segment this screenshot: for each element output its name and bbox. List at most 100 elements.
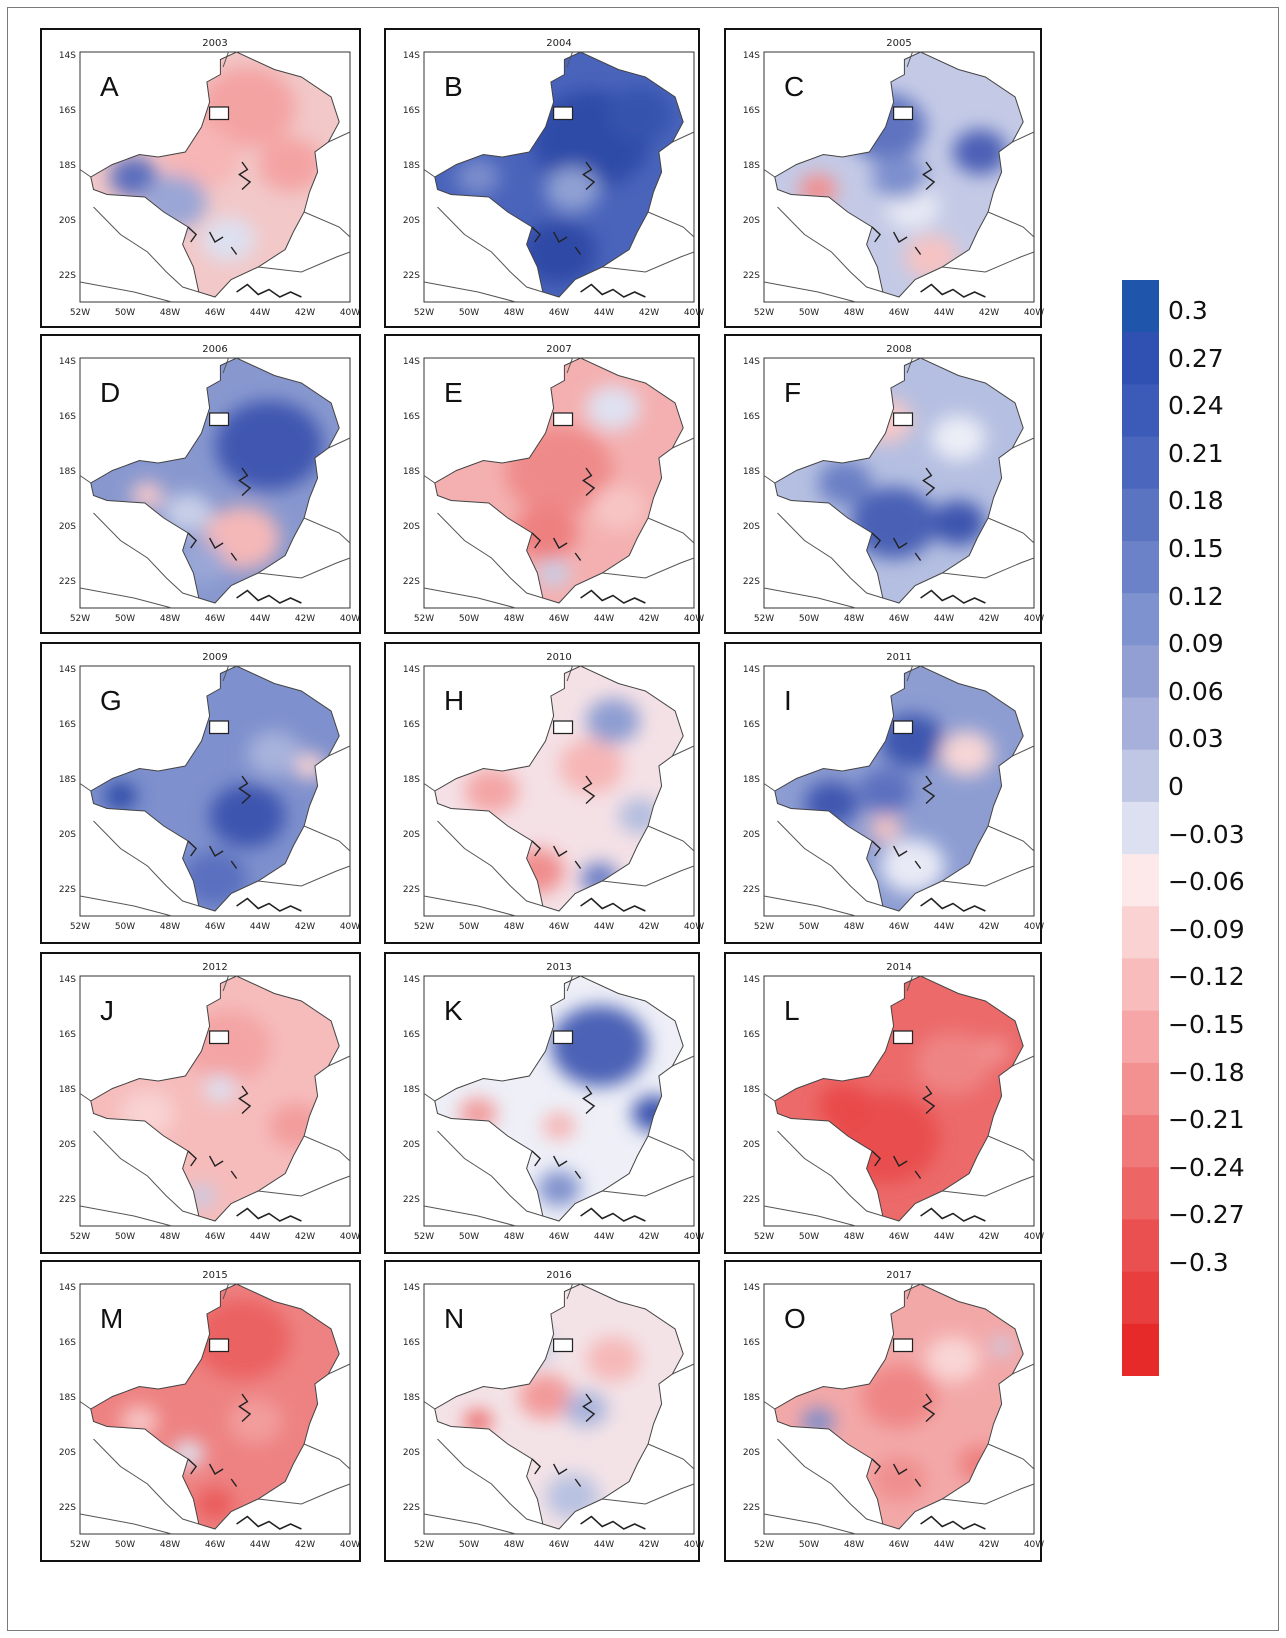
border-line bbox=[93, 512, 199, 599]
reservoir-line bbox=[230, 1170, 238, 1179]
lon-tick-label: 46W bbox=[889, 1232, 909, 1242]
map-svg: 14S 16S 18S 20S 22S 52W 50W 48W 46W 44W 42W 40W 2009… bbox=[59, 652, 360, 932]
reservoir-line bbox=[914, 552, 922, 561]
border-line bbox=[763, 1513, 856, 1535]
lat-tick-label: 22S bbox=[743, 1195, 760, 1205]
district-outline bbox=[893, 1338, 914, 1353]
lat-tick-label: 18S bbox=[403, 1393, 420, 1403]
border-line bbox=[258, 251, 351, 273]
lon-tick-label: 48W bbox=[844, 1232, 864, 1242]
lat-tick-label: 20S bbox=[59, 1448, 76, 1458]
lat-tick-label: 22S bbox=[59, 271, 76, 281]
border-line bbox=[79, 587, 172, 609]
lon-tick-label: 44W bbox=[934, 1540, 954, 1550]
map-panel-d: 14S 16S 18S 20S 22S 52W 50W 48W 46W 44W 42W 40W 2006… bbox=[40, 334, 361, 634]
colorbar-swatch bbox=[1122, 488, 1159, 542]
state-outline bbox=[90, 975, 340, 1222]
map-panel-o: 14S 16S 18S 20S 22S 52W 50W 48W 46W 44W 42W 40W 2017… bbox=[724, 1260, 1044, 1562]
lat-tick-label: 18S bbox=[59, 1085, 76, 1095]
colorbar-swatch bbox=[1122, 280, 1159, 333]
colorbar-tick-label: −0.03 bbox=[1168, 819, 1245, 849]
lat-tick-label: 16S bbox=[743, 720, 760, 730]
lon-tick-label: 46W bbox=[205, 1232, 225, 1242]
border-line bbox=[763, 1401, 776, 1410]
border-line bbox=[647, 1443, 695, 1470]
lon-tick-label: 46W bbox=[889, 308, 909, 318]
anomaly-blob bbox=[872, 1456, 926, 1502]
lon-tick-label: 50W bbox=[799, 308, 819, 318]
lon-tick-label: 46W bbox=[205, 308, 225, 318]
lon-tick-label: 44W bbox=[250, 1540, 270, 1550]
district-outline bbox=[553, 1030, 574, 1045]
border-line bbox=[79, 475, 92, 484]
lon-tick-label: 48W bbox=[844, 922, 864, 932]
reservoir-line bbox=[574, 246, 582, 255]
border-line bbox=[423, 1401, 436, 1410]
lat-tick-label: 18S bbox=[743, 467, 760, 477]
lat-tick-label: 20S bbox=[743, 522, 760, 532]
lat-tick-label: 22S bbox=[59, 577, 76, 587]
lat-tick-label: 16S bbox=[59, 1338, 76, 1348]
lat-tick-label: 18S bbox=[403, 467, 420, 477]
reservoir-line bbox=[552, 1463, 568, 1475]
lat-tick-label: 16S bbox=[743, 412, 760, 422]
colorbar-swatch bbox=[1122, 854, 1159, 907]
border-line bbox=[303, 825, 351, 852]
lon-tick-label: 52W bbox=[754, 1540, 774, 1550]
reservoir-line bbox=[871, 1458, 882, 1475]
colorbar-tick-label: −0.09 bbox=[1168, 914, 1245, 944]
panel-letter: A bbox=[100, 71, 119, 102]
colorbar-swatch bbox=[1122, 906, 1159, 960]
lon-tick-label: 40W bbox=[340, 922, 360, 932]
reservoir-line bbox=[238, 1085, 252, 1115]
reservoir-line bbox=[238, 1393, 252, 1423]
lon-tick-label: 42W bbox=[639, 1232, 659, 1242]
lat-tick-label: 16S bbox=[403, 106, 420, 116]
lat-tick-label: 14S bbox=[743, 665, 760, 675]
border-line bbox=[79, 895, 172, 917]
reservoir-line bbox=[552, 845, 568, 857]
lon-tick-label: 48W bbox=[844, 614, 864, 624]
border-line bbox=[1012, 1363, 1035, 1375]
border-line bbox=[222, 51, 229, 68]
border-line bbox=[328, 131, 351, 143]
border-line bbox=[303, 1135, 351, 1162]
anomaly-blob bbox=[163, 492, 213, 534]
state-outline bbox=[90, 357, 340, 604]
lon-tick-label: 50W bbox=[115, 614, 135, 624]
lon-tick-label: 48W bbox=[504, 308, 524, 318]
lon-tick-label: 42W bbox=[295, 308, 315, 318]
coastline bbox=[236, 897, 302, 912]
border-line bbox=[79, 1401, 92, 1410]
reservoir-line bbox=[914, 246, 922, 255]
district-outline bbox=[553, 1338, 574, 1353]
border-line bbox=[1012, 437, 1035, 449]
lon-tick-label: 42W bbox=[979, 1232, 999, 1242]
lon-tick-label: 52W bbox=[414, 308, 434, 318]
border-line bbox=[566, 357, 573, 374]
panel-year-title: 2016 bbox=[546, 1270, 571, 1281]
reservoir-line bbox=[922, 467, 936, 497]
border-line bbox=[602, 865, 695, 887]
anomaly-blob bbox=[228, 1399, 283, 1444]
coastline bbox=[580, 897, 646, 912]
border-line bbox=[763, 587, 856, 609]
border-line bbox=[566, 665, 573, 682]
state-outline bbox=[774, 665, 1024, 912]
lat-tick-label: 18S bbox=[59, 467, 76, 477]
lat-tick-label: 18S bbox=[403, 1085, 420, 1095]
border-line bbox=[906, 665, 913, 682]
border-line bbox=[423, 895, 516, 917]
reservoir-line bbox=[892, 1463, 908, 1475]
lon-tick-label: 46W bbox=[549, 1232, 569, 1242]
colorbar-tick-label: 0.12 bbox=[1168, 581, 1224, 611]
reservoir-line bbox=[582, 1085, 596, 1115]
lon-tick-label: 50W bbox=[459, 308, 479, 318]
anomaly-blob bbox=[880, 839, 945, 893]
lat-tick-label: 14S bbox=[59, 665, 76, 675]
border-line bbox=[303, 211, 351, 238]
panel-letter: F bbox=[784, 377, 801, 408]
lon-tick-label: 40W bbox=[340, 614, 360, 624]
lon-tick-label: 40W bbox=[684, 614, 704, 624]
